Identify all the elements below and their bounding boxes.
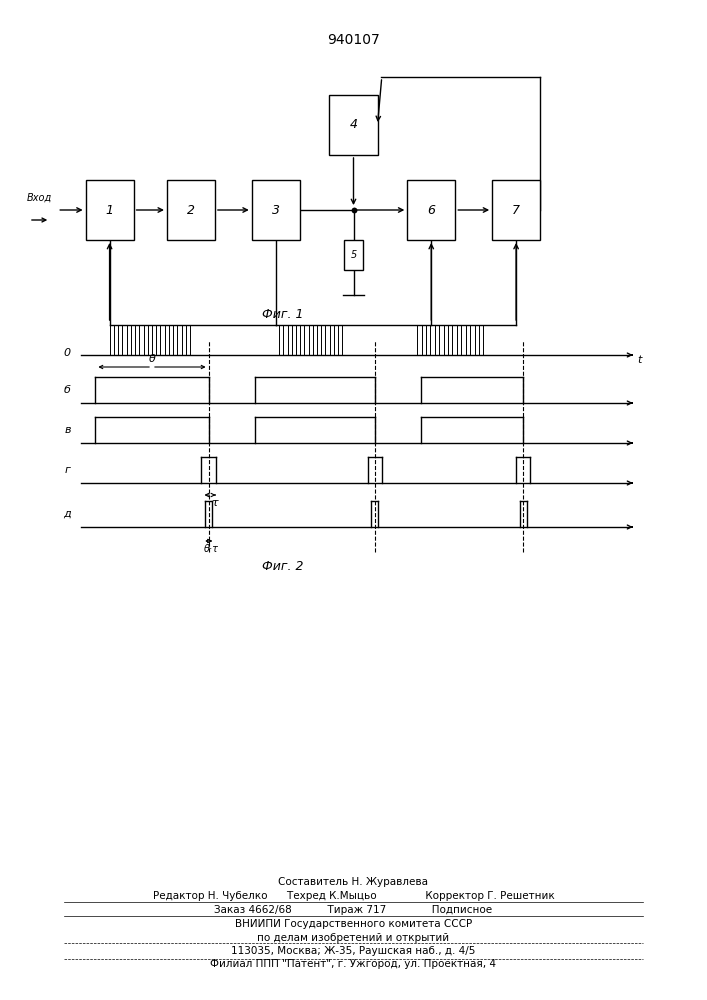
Bar [329,95,378,155]
Bar [167,180,215,240]
Text: 0: 0 [64,348,71,358]
Text: 4: 4 [349,118,358,131]
Text: Вход: Вход [27,193,52,203]
Bar [407,180,455,240]
Text: θ: θ [148,354,156,364]
Text: Фиг. 2: Фиг. 2 [262,560,303,574]
Bar [252,180,300,240]
Text: 113035, Москва; Ж-35, Раушская наб., д. 4/5: 113035, Москва; Ж-35, Раушская наб., д. … [231,946,476,956]
Text: Составитель Н. Журавлева: Составитель Н. Журавлева [279,877,428,887]
Text: 5: 5 [351,250,356,260]
Text: 2: 2 [187,204,195,217]
Text: в: в [64,425,71,435]
Bar [492,180,540,240]
Text: по делам изобретений и открытий: по делам изобретений и открытий [257,933,450,943]
Bar [344,240,363,270]
Text: г: г [65,465,71,475]
Text: ВНИИПИ Государственного комитета СССР: ВНИИПИ Государственного комитета СССР [235,919,472,929]
Text: б: б [64,385,71,395]
Text: τ: τ [211,498,218,508]
Text: Филиал ППП "Патент", г. Ужгород, ул. Проектная, 4: Филиал ППП "Патент", г. Ужгород, ул. Про… [211,959,496,969]
Text: Редактор Н. Чубелко      Техред К.Мыцьо               Корректор Г. Решетник: Редактор Н. Чубелко Техред К.Мыцьо Корре… [153,891,554,901]
Bar [86,180,134,240]
Text: θ·τ: θ·τ [204,544,219,554]
Text: 7: 7 [512,204,520,217]
Text: 6: 6 [427,204,436,217]
Text: 3: 3 [271,204,280,217]
Text: t: t [638,355,642,365]
Text: д: д [63,509,71,519]
Text: Заказ 4662/68           Тираж 717              Подписное: Заказ 4662/68 Тираж 717 Подписное [214,905,493,915]
Text: 1: 1 [105,204,114,217]
Text: Фиг. 1: Фиг. 1 [262,308,303,322]
Text: 940107: 940107 [327,33,380,47]
